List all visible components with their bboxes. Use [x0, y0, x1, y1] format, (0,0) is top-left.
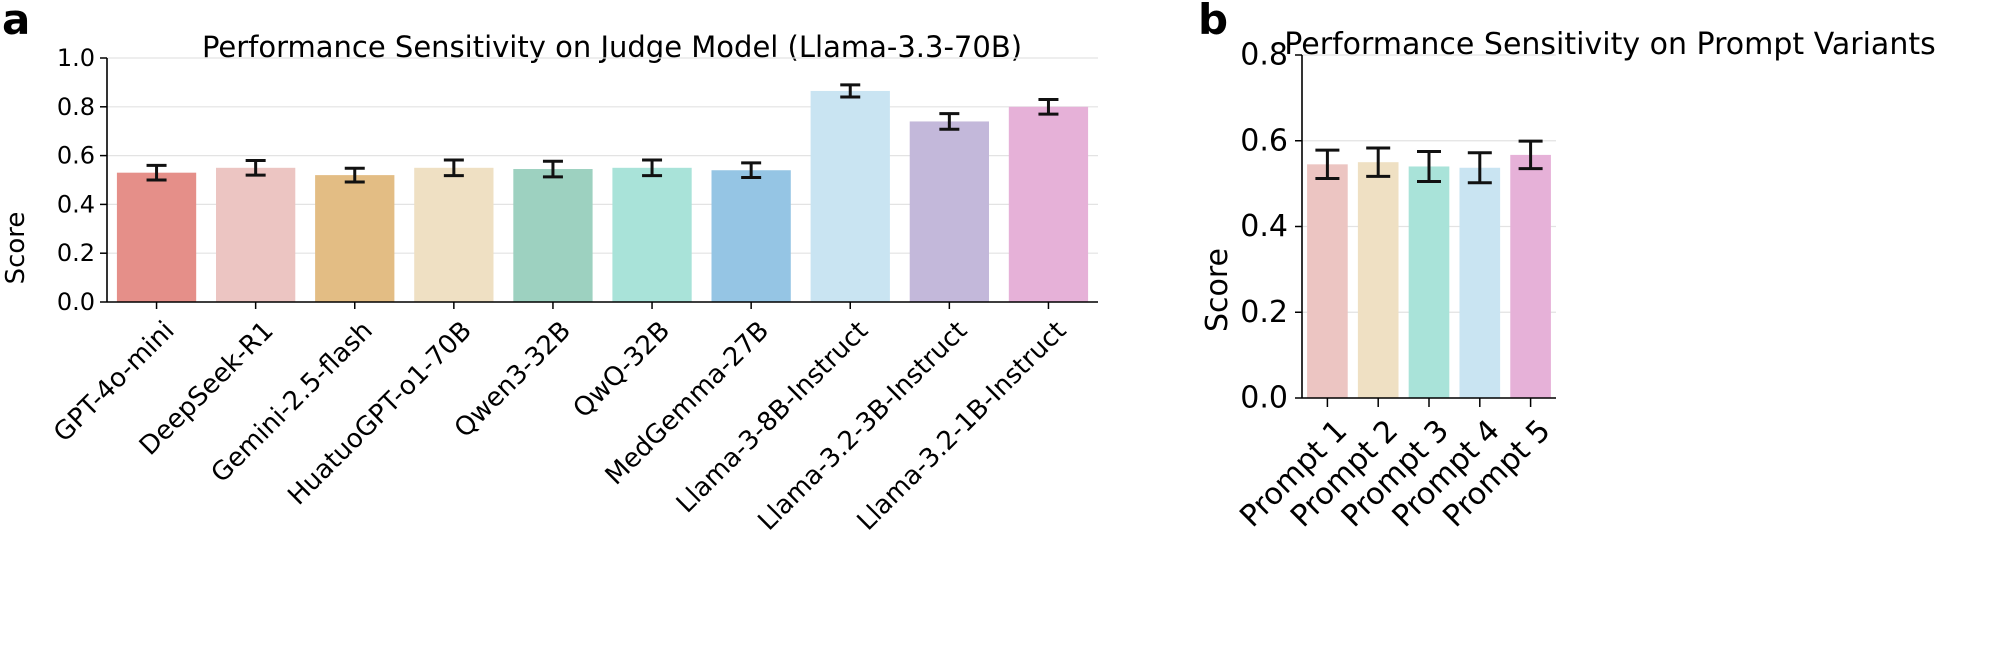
panel-a-error-bars — [146, 83, 1059, 184]
panel-a-y-ticks: 0.0 0.2 0.4 0.6 0.8 1.0 — [57, 44, 107, 316]
panel-a-bar — [711, 170, 791, 302]
panel-b-error-bar — [1417, 149, 1441, 183]
panel-a-bar — [612, 167, 692, 302]
panel-b-y-tick-label: 0.2 — [1240, 295, 1288, 330]
panel-a-error-bar — [344, 166, 365, 184]
panel-a-y-tick-label: 0.6 — [57, 142, 95, 170]
panel-a-bars — [116, 90, 1089, 302]
panel-b-y-tick-label: 0.8 — [1240, 38, 1288, 73]
panel-b-error-bar — [1366, 146, 1391, 178]
panel-a-x-ticks: GPT-4o-miniDeepSeek-R1Gemini-2.5-flashHu… — [48, 302, 1072, 537]
panel-b-bar — [1408, 166, 1450, 398]
panel-a-bar — [810, 90, 890, 302]
panel-a-error-bar — [245, 158, 266, 177]
panel-b-y-tick-label: 0.0 — [1240, 381, 1288, 416]
panel-a-axes — [106, 58, 1098, 303]
panel-a-bar — [1008, 106, 1089, 302]
panel-a-y-tick-label: 0.2 — [57, 239, 95, 267]
panel-a-bar — [414, 167, 494, 302]
panel-a-bar — [216, 167, 296, 302]
panel-a-chart: a Performance Sensitivity on Judge Model… — [1, 0, 1098, 537]
panel-b-letter: b — [1198, 0, 1228, 44]
panel-a-bar — [513, 169, 593, 302]
panel-a-error-bar — [939, 112, 960, 131]
panel-b-bar — [1307, 164, 1348, 398]
panel-a-error-bar — [542, 159, 563, 179]
panel-b-y-tick-label: 0.6 — [1240, 123, 1288, 158]
panel-a-y-tick-label: 0.0 — [57, 288, 95, 316]
panel-a-error-bar — [741, 161, 762, 180]
panel-a-letter: a — [2, 0, 30, 44]
panel-a-bar — [909, 121, 989, 302]
panel-a-x-tick-label: HuatuoGPT-o1-70B — [282, 316, 478, 512]
panel-b-bars — [1307, 154, 1551, 398]
panel-b-error-bar — [1467, 151, 1492, 185]
panel-a-x-tick-label: Llama-3.2-1B-Instruct — [852, 316, 1073, 537]
panel-a-x-tick-label: Llama-3-8B-Instruct — [671, 316, 874, 519]
panel-b-y-ticks: 0.0 0.2 0.4 0.6 0.8 — [1240, 38, 1302, 416]
panel-a-error-bar — [146, 163, 167, 182]
panel-b-title: Performance Sensitivity on Prompt Varian… — [1284, 27, 1935, 62]
panel-a-x-tick-label: QwQ-32B — [568, 316, 676, 424]
panel-a-x-tick-label: MedGemma-27B — [600, 316, 775, 491]
panel-a-y-tick-label: 0.4 — [57, 190, 95, 218]
panel-a-y-tick-label: 0.8 — [57, 93, 95, 121]
panel-b-bar — [1357, 162, 1399, 398]
panel-a-y-axis-label: Score — [1, 212, 31, 285]
panel-b-error-bars — [1315, 139, 1543, 185]
panel-b-chart: b Performance Sensitivity on Prompt Vari… — [1198, 0, 1936, 534]
panel-b-error-bar — [1518, 139, 1543, 171]
panel-b-y-tick-label: 0.4 — [1240, 209, 1288, 244]
panel-b-error-bar — [1315, 148, 1340, 180]
panel-a-error-bar — [840, 83, 861, 99]
panel-a-bar — [116, 172, 197, 302]
panel-a-error-bar — [642, 158, 663, 178]
panel-b-y-axis-label: Score — [1200, 248, 1235, 332]
panel-a-error-bar — [1038, 97, 1059, 116]
panel-a-bar — [315, 175, 395, 302]
panel-a-error-bar — [443, 158, 464, 178]
panel-b-bar — [1459, 167, 1501, 398]
panel-b-bar — [1510, 154, 1551, 398]
panel-a-y-tick-label: 1.0 — [57, 44, 95, 72]
panel-a-title: Performance Sensitivity on Judge Model (… — [202, 30, 1022, 64]
